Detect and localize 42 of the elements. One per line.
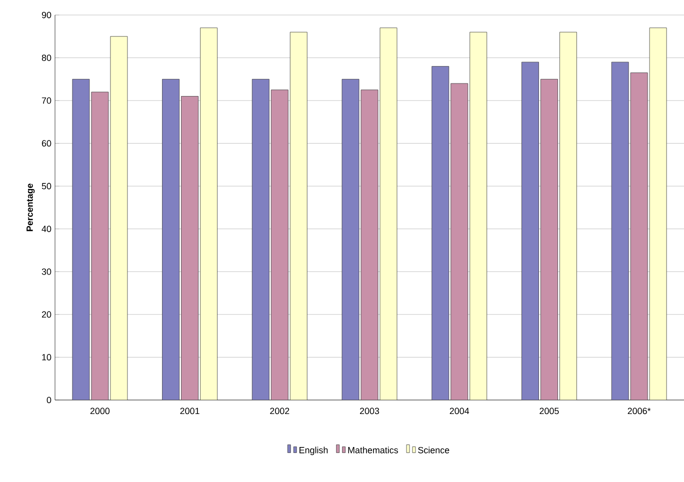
bar — [200, 28, 218, 400]
bar — [91, 92, 109, 400]
y-axis-title: Percentage — [26, 184, 35, 232]
bar — [342, 78, 360, 400]
legend-label: English — [300, 446, 328, 456]
legend-label: Science — [418, 446, 450, 454]
y-tick-label: 60 — [42, 140, 52, 147]
bar — [162, 78, 180, 400]
y-tick-label: 20 — [42, 311, 52, 318]
bar — [270, 90, 288, 400]
bar — [110, 36, 128, 400]
x-tick-label: 2005 — [540, 408, 559, 414]
bar — [611, 62, 629, 400]
bar — [560, 32, 577, 400]
y-tick-label: 40 — [42, 226, 52, 232]
bar — [72, 78, 90, 400]
legend-label: Mathematics — [348, 446, 398, 454]
y-tick-label: 80 — [42, 54, 52, 61]
bar — [432, 66, 450, 400]
x-tick-label: 2004 — [450, 408, 470, 414]
bar — [522, 62, 539, 400]
x-tick-label: 2003 — [360, 408, 380, 414]
y-tick-label: 90 — [42, 12, 52, 18]
x-tick-label: 2001 — [180, 408, 200, 414]
bar — [380, 28, 398, 400]
y-tick-label: 30 — [42, 268, 52, 275]
bar — [360, 90, 378, 400]
bar — [649, 28, 667, 400]
y-tick-label: 10 — [42, 354, 52, 360]
bar — [470, 32, 488, 400]
bar — [540, 78, 558, 400]
bar — [450, 83, 468, 400]
x-tick-label: 2000 — [90, 408, 110, 414]
y-tick-label: 50 — [42, 182, 52, 190]
y-tick-label: 70 — [42, 97, 52, 104]
y-tick-label: 0 — [46, 396, 52, 404]
bar — [630, 72, 648, 400]
bar — [252, 78, 270, 400]
bar — [181, 96, 198, 400]
x-tick-label: 2006* — [628, 408, 651, 414]
bar — [290, 32, 308, 400]
x-tick-label: 2002 — [270, 408, 290, 414]
